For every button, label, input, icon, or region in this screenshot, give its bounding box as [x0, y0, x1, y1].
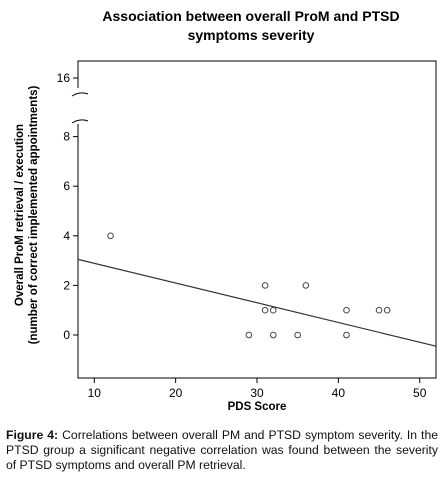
x-axis-label: PDS Score [228, 401, 287, 413]
data-point [302, 282, 310, 289]
y-axis-ticks: 0 2 4 6 8 16 [57, 71, 78, 342]
y-tick-label: 4 [63, 229, 70, 243]
axis-break [70, 88, 89, 124]
x-axis-ticks: 10 20 30 40 50 [88, 378, 427, 400]
data-point [269, 331, 277, 339]
data-point [269, 306, 277, 314]
chart-title-line-1: Association between overall ProM and PTS… [102, 8, 399, 24]
data-point [245, 331, 253, 339]
regression-line [77, 258, 437, 347]
data-point [375, 306, 383, 314]
y-axis-label-line-2: (number of correct implemented appointme… [28, 85, 40, 344]
fit-line-layer [77, 258, 437, 347]
x-tick-label: 40 [332, 386, 346, 400]
y-axis-label-line-1: Overall ProM retrieval / execution [14, 124, 26, 306]
chart-title-line-2: symptoms severity [188, 27, 315, 43]
caption-label: Figure 4: [6, 428, 59, 442]
data-point [261, 306, 269, 314]
y-tick-label: 0 [63, 328, 70, 342]
data-points [107, 232, 391, 339]
x-tick-label: 30 [250, 386, 264, 400]
figure-caption: Figure 4: Correlations between overall P… [6, 428, 438, 473]
x-tick-label: 10 [88, 386, 102, 400]
data-point [343, 306, 350, 314]
y-tick-label: 6 [63, 179, 70, 193]
plot-area [77, 60, 437, 379]
data-point [343, 331, 350, 339]
x-tick-label: 20 [169, 386, 183, 400]
y-tick-label: 16 [57, 71, 71, 85]
data-point [107, 232, 114, 240]
y-tick-label: 8 [63, 130, 70, 144]
y-tick-label: 2 [63, 278, 70, 292]
data-point [294, 331, 301, 339]
data-point [261, 282, 269, 289]
data-point [383, 306, 391, 314]
x-tick-label: 50 [413, 386, 427, 400]
scatter-chart: Association between overall ProM and PTS… [14, 8, 437, 413]
caption-text: Correlations between overall PM and PTSD… [6, 428, 438, 472]
